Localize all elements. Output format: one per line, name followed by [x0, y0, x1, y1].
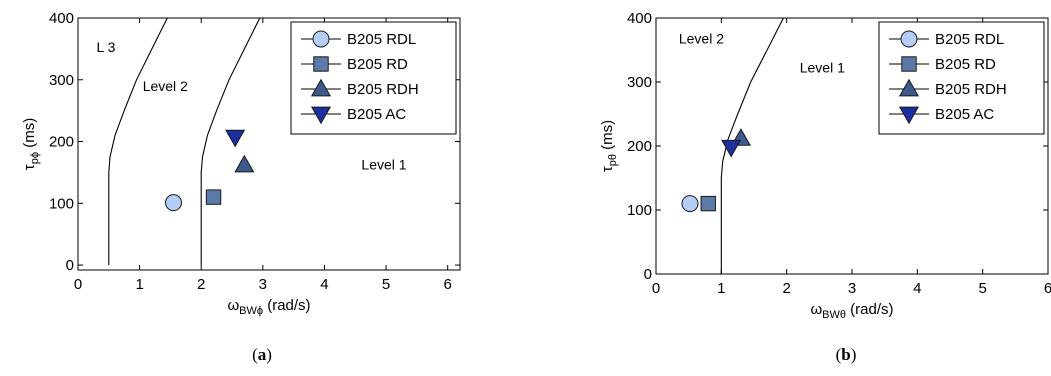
data-point-square: [700, 195, 716, 212]
region-label: Level 1: [800, 59, 845, 75]
caption-open: (: [836, 345, 842, 364]
legend: B205 RDL B205 RD B205 RDH B205 AC: [878, 21, 1045, 135]
legend-label: B205 RDL: [347, 31, 416, 48]
subfigure-caption: (b): [836, 345, 857, 364]
x-tick-label: 2: [782, 280, 790, 297]
legend-marker-triangle-down: [310, 106, 332, 125]
caption-letter: a: [258, 345, 267, 364]
x-tick-label: 6: [444, 276, 452, 293]
data-point-triangle-up: [234, 154, 255, 173]
x-tick-label: 3: [848, 280, 856, 297]
x-tick-label: 5: [382, 276, 390, 293]
data-point-triangle-down: [225, 129, 246, 148]
caption-open: (: [252, 345, 258, 364]
x-axis-symbol: ω: [810, 301, 822, 318]
x-tick-label: 1: [135, 276, 143, 293]
legend-marker-triangle-down: [898, 106, 920, 125]
y-axis-unit: (ms): [599, 120, 616, 154]
y-tick-label: 400: [49, 10, 74, 27]
x-tick-label: 4: [320, 276, 328, 293]
y-tick-label: 300: [49, 72, 74, 89]
y-tick-label: 400: [627, 10, 652, 27]
x-tick-label: 3: [259, 276, 267, 293]
y-tick-label: 200: [627, 138, 652, 155]
legend-label: B205 RDH: [935, 81, 1007, 98]
caption-close: ): [851, 345, 857, 364]
region-label: Level 2: [143, 78, 188, 94]
y-axis-label: τpϕ (ms): [21, 118, 41, 170]
region-label: Level 1: [361, 156, 406, 172]
x-tick-label: 6: [1044, 280, 1051, 297]
legend-marker-triangle-up: [898, 78, 920, 97]
legend-marker-circle: [312, 30, 330, 48]
data-point-square: [205, 189, 222, 205]
legend-label: B205 RDL: [935, 31, 1004, 48]
y-axis-subscript: pθ: [607, 154, 619, 166]
x-axis-subscript: BWϕ: [239, 305, 263, 317]
legend-marker-triangle-up: [310, 78, 332, 97]
data-point-triangle-down: [721, 139, 742, 158]
x-tick-label: 0: [652, 280, 660, 297]
x-tick-label: 2: [197, 276, 205, 293]
y-axis-subscript: pϕ: [29, 152, 41, 164]
x-axis-unit: (rad/s): [263, 297, 311, 314]
x-tick-label: 4: [913, 280, 921, 297]
legend-marker-square: [313, 56, 329, 72]
boundary-line-0: [108, 18, 168, 266]
y-tick-label: 100: [49, 195, 74, 212]
legend-label: B205 RDH: [347, 81, 419, 98]
boundary-lines: [720, 18, 784, 274]
legend-label: B205 AC: [347, 106, 406, 123]
legend-marker-square: [901, 56, 917, 72]
y-tick-label: 0: [66, 257, 74, 274]
y-axis-symbol: τ: [21, 164, 38, 170]
y-tick-label: 200: [49, 134, 74, 151]
x-tick-label: 5: [978, 280, 986, 297]
x-axis-symbol: ω: [227, 297, 239, 314]
chart-0: 0 1 2 3 4 5 6 0 100 200 300 400 ωBWϕ (rad/s) τpϕ (ms)…: [21, 10, 461, 364]
legend-label: B205 AC: [935, 106, 994, 123]
chart-1: 0 1 2 3 4 5 6 0 100 200 300 400 ωBWθ (rad/s) τpθ (ms)…: [599, 10, 1051, 364]
boundary-line-0: [720, 18, 784, 274]
y-tick-label: 0: [644, 266, 652, 283]
legend-label: B205 RD: [935, 56, 996, 73]
x-axis-label: ωBWθ (rad/s): [810, 301, 893, 321]
subfigure-caption: (a): [252, 345, 272, 364]
y-tick-label: 100: [627, 202, 652, 219]
region-label: Level 2: [679, 31, 724, 47]
boundary-lines: [108, 18, 261, 266]
caption-close: ): [266, 345, 272, 364]
data-point-circle: [681, 195, 699, 213]
x-axis-unit: (rad/s): [846, 301, 894, 318]
x-tick-label: 0: [74, 276, 82, 293]
y-axis-symbol: τ: [599, 166, 616, 172]
legend: B205 RDL B205 RD B205 RDH B205 AC: [290, 21, 457, 135]
x-tick-label: 1: [717, 280, 725, 297]
x-axis-subscript: BWθ: [822, 309, 846, 321]
y-axis-unit: (ms): [21, 118, 38, 152]
legend-label: B205 RD: [347, 56, 408, 73]
y-tick-label: 300: [627, 74, 652, 91]
boundary-line-1: [200, 18, 261, 266]
caption-letter: b: [841, 345, 850, 364]
region-label: L 3: [96, 39, 115, 55]
data-point-circle: [165, 194, 182, 212]
x-axis-label: ωBWϕ (rad/s): [227, 297, 310, 317]
y-axis-label: τpθ (ms): [599, 120, 619, 172]
legend-marker-circle: [900, 30, 918, 48]
